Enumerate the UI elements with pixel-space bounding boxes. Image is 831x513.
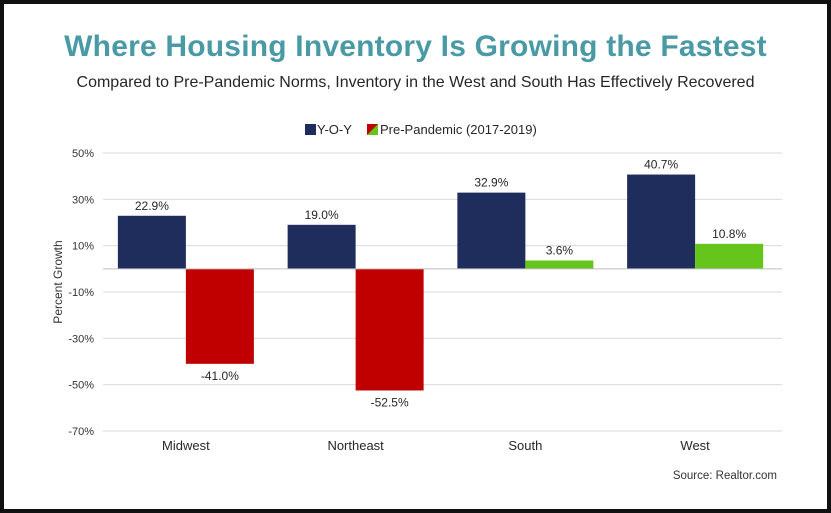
y-tick-label: -50% <box>68 380 94 392</box>
y-tick-label: 50% <box>72 148 94 160</box>
legend: Y-O-Y Pre-Pandemic (2017-2019) <box>305 122 537 137</box>
legend-swatch-yoy <box>305 124 316 135</box>
bar-yoy-west <box>627 174 696 269</box>
x-tick-label: South <box>508 438 542 453</box>
legend-swatch-pre-pandemic <box>367 124 378 135</box>
bar-pre-pandemic-west <box>695 243 764 269</box>
x-tick-label: Northeast <box>327 438 384 453</box>
chart-title: Where Housing Inventory Is Growing the F… <box>64 30 767 63</box>
bar-yoy-northeast <box>287 224 356 269</box>
x-tick-label: West <box>680 438 710 453</box>
y-tick-label: 30% <box>72 194 94 206</box>
data-label: 32.9% <box>474 176 508 190</box>
legend-label-yoy: Y-O-Y <box>317 122 352 137</box>
bar-pre-pandemic-northeast <box>355 268 424 391</box>
bar-pre-pandemic-south <box>525 260 594 269</box>
data-label: 40.7% <box>644 158 678 172</box>
data-label: -52.5% <box>371 395 409 409</box>
bar-pre-pandemic-midwest <box>185 268 254 364</box>
y-axis-label: Percent Growth <box>51 240 65 323</box>
data-label: 22.9% <box>135 199 169 213</box>
legend-label-pre-pandemic: Pre-Pandemic (2017-2019) <box>380 122 537 137</box>
y-tick-label: -30% <box>68 333 94 345</box>
source-note: Source: Realtor.com <box>672 470 777 482</box>
y-axis-ticks: 50% 30% 10% -10% -30% -50% -70% <box>68 148 94 438</box>
bar-yoy-midwest <box>117 215 186 269</box>
x-axis-ticks: Midwest Northeast South West <box>162 438 710 453</box>
data-label: 19.0% <box>305 208 339 222</box>
y-tick-label: -70% <box>68 426 94 438</box>
x-tick-label: Midwest <box>162 438 210 453</box>
y-tick-label: 10% <box>72 241 94 253</box>
chart-subtitle: Compared to Pre-Pandemic Norms, Inventor… <box>76 74 755 91</box>
data-label: 3.6% <box>546 243 574 257</box>
bar-yoy-south <box>457 192 526 269</box>
data-label: -41.0% <box>201 369 239 383</box>
data-label: 10.8% <box>712 227 746 241</box>
data-labels: 22.9% -41.0% 19.0% -52.5% 32.9% 3.6% 40.7% 10.8… <box>135 158 747 410</box>
y-tick-label: -10% <box>68 287 94 299</box>
bars <box>103 174 782 391</box>
